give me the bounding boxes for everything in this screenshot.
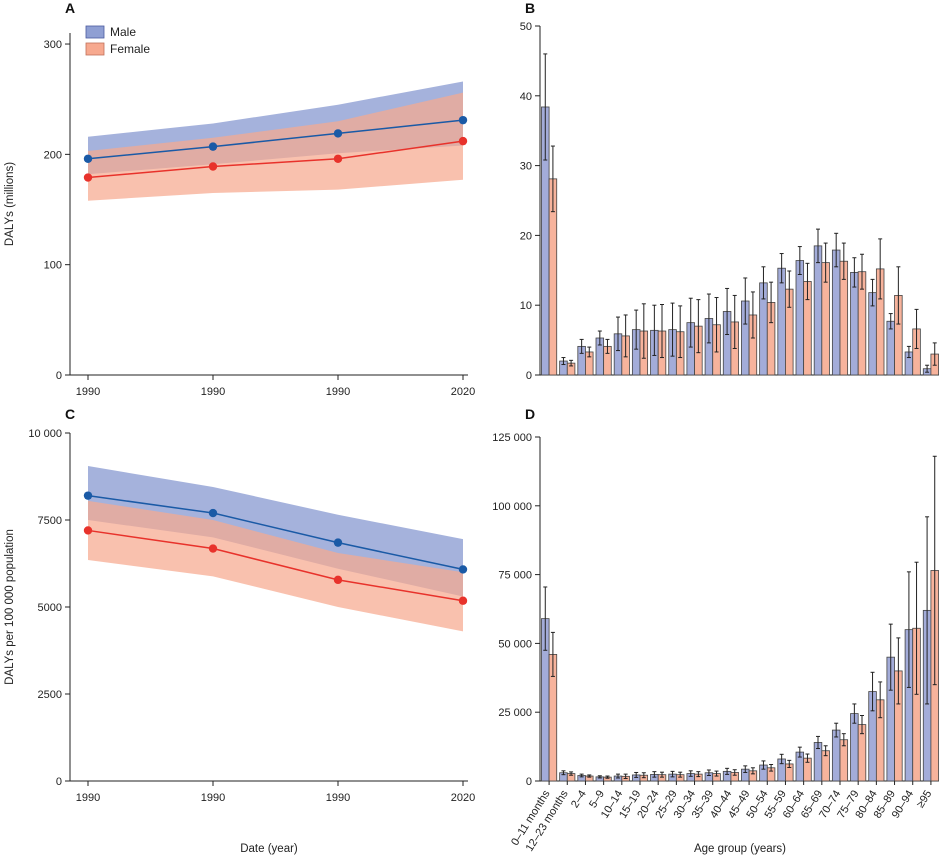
y-axis-label: DALYs per 100 000 population — [4, 529, 16, 685]
y-tick-label: 50 — [520, 21, 532, 33]
y-tick-label: 25 000 — [498, 707, 532, 719]
series-line-male — [87, 494, 464, 571]
panel-label: D — [525, 406, 535, 422]
data-point-male — [208, 142, 218, 151]
data-point-male — [458, 565, 468, 574]
data-point-male — [83, 154, 93, 163]
x-tick-label: 1990 — [201, 386, 225, 398]
y-tick-label: 200 — [44, 149, 62, 161]
data-point-female — [458, 136, 468, 146]
y-tick-label: 75 000 — [498, 570, 532, 582]
series-line-female — [87, 140, 464, 179]
legend: Male Female — [85, 25, 150, 56]
y-tick-label: 300 — [44, 39, 62, 51]
data-point-female — [333, 154, 343, 163]
y-tick-label: 10 000 — [28, 428, 62, 440]
data-point-female — [208, 544, 218, 553]
y-tick-label: 30 — [520, 161, 532, 173]
data-point-male — [333, 538, 343, 547]
x-tick-label: 2020 — [451, 386, 475, 398]
y-tick-label: 7500 — [38, 515, 62, 527]
legend-label-male: Male — [110, 25, 136, 39]
y-tick-label: 5000 — [38, 602, 62, 614]
x-tick-label: 2–4 — [569, 788, 589, 810]
bar-male — [831, 729, 841, 782]
y-tick-label: 40 — [520, 91, 532, 103]
bar-male — [831, 249, 841, 376]
bar-male — [777, 267, 786, 376]
series-line-male — [87, 119, 464, 160]
panel-label: A — [65, 0, 75, 16]
y-tick-label: 0 — [56, 776, 62, 788]
data-point-male — [333, 129, 343, 138]
x-tick-label: 1990 — [201, 792, 225, 804]
panel-a: 0 100 200 300 1990 1990 1990 2020 DALYs (million… — [4, 0, 475, 398]
y-tick-label: 50 000 — [498, 638, 532, 650]
data-point-female — [333, 575, 343, 585]
y-tick-label: 0 — [526, 776, 532, 788]
uncertainty-band-female — [88, 92, 463, 201]
y-axis-label: DALYs (millions) — [4, 162, 16, 246]
y-tick-label: 0 — [56, 370, 62, 382]
uncertainty-band-female — [88, 500, 463, 632]
data-point-female — [458, 596, 468, 605]
bar-male — [850, 271, 859, 376]
legend-label-female: Female — [110, 42, 150, 56]
legend-swatch-female — [85, 42, 105, 56]
data-point-male — [458, 115, 468, 125]
x-tick-label: 1990 — [76, 386, 100, 398]
legend-swatch-male — [85, 25, 105, 39]
x-tick-label: 2020 — [451, 792, 475, 804]
y-tick-label: 100 000 — [492, 501, 532, 513]
y-tick-label: 125 000 — [492, 432, 532, 444]
panel-c: 0 2500 5000 7500 10 000 1990 1990 1990 2020 DALYs… — [4, 406, 475, 855]
x-tick-label: 1990 — [326, 792, 350, 804]
y-tick-label: 10 — [520, 300, 532, 312]
y-tick-label: 100 — [44, 260, 62, 272]
data-point-male — [83, 491, 93, 500]
panel-b: 0 10 20 30 40 50 B — [520, 0, 939, 382]
bar-male — [813, 245, 823, 376]
x-axis-label: Date (year) — [240, 843, 298, 855]
data-point-male — [208, 508, 218, 518]
panel-label: C — [65, 406, 75, 422]
x-tick-label: 1990 — [76, 792, 100, 804]
data-point-female — [208, 162, 218, 171]
x-tick-label: ≥95 — [914, 788, 934, 810]
bar-male — [795, 260, 805, 376]
y-tick-label: 0 — [526, 370, 532, 382]
data-point-female — [83, 526, 93, 535]
x-axis-label: Age group (years) — [694, 843, 786, 855]
series-line-female — [87, 529, 464, 602]
panel-label: B — [525, 0, 535, 16]
data-point-female — [83, 173, 93, 182]
y-tick-label: 20 — [520, 230, 532, 242]
y-tick-label: 2500 — [38, 689, 62, 701]
x-tick-label: 1990 — [326, 386, 350, 398]
